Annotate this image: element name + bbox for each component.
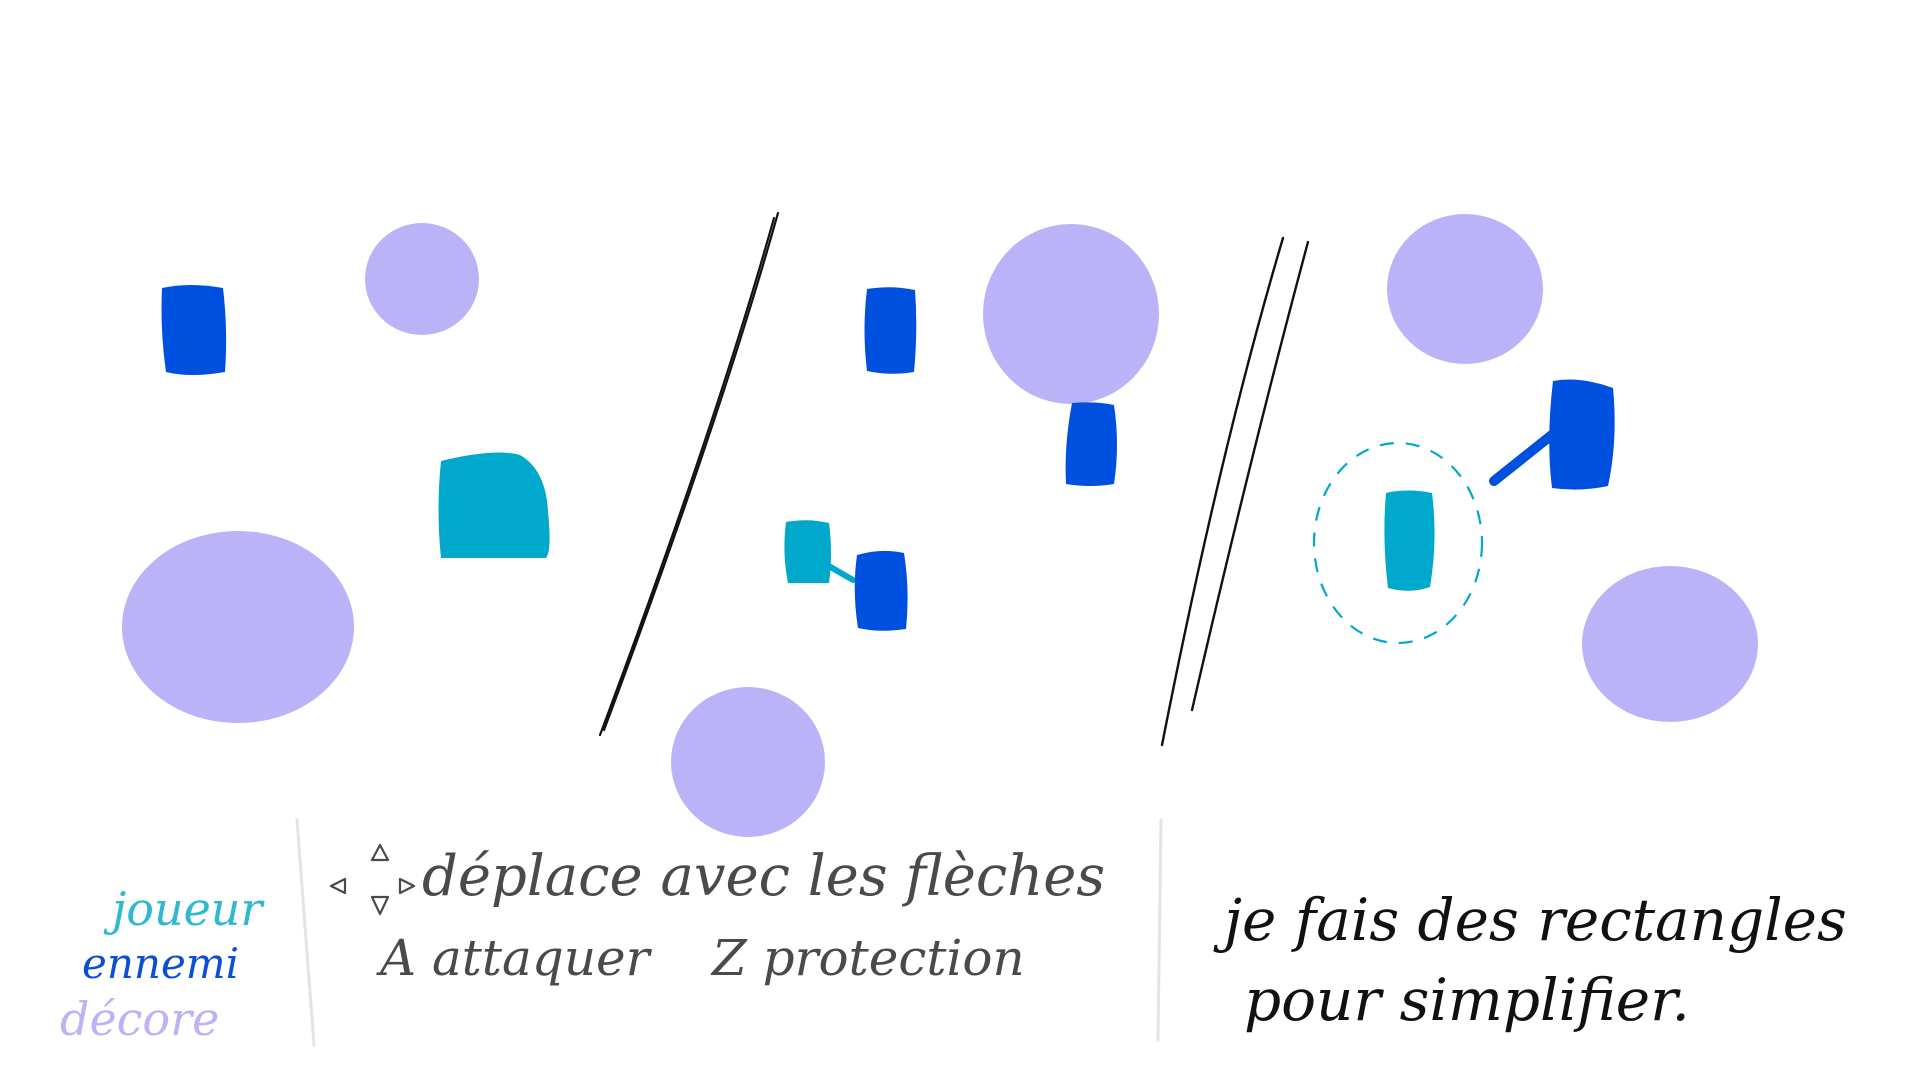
panel-2-scene xyxy=(671,224,1159,837)
legend: joueur ennemi décore xyxy=(60,882,265,1046)
legend-enemy-label: ennemi xyxy=(82,939,239,988)
panel-3-scene xyxy=(1312,214,1758,722)
protection-shield-circle xyxy=(1312,441,1484,645)
panel-divider xyxy=(1160,236,1310,747)
legend-decor-label: décore xyxy=(60,992,219,1046)
move-instruction: déplace avec les flèches xyxy=(422,844,1105,909)
note-line-2: pour simplifier. xyxy=(1244,966,1690,1034)
arrow-keys-icon xyxy=(329,843,416,916)
player-rectangle xyxy=(784,520,831,583)
bottom-dividers xyxy=(295,818,1163,1047)
enemy-rectangle xyxy=(864,287,917,374)
decor-circle xyxy=(983,224,1159,404)
decor-circle xyxy=(1582,566,1758,722)
decor-circle xyxy=(1387,214,1543,364)
designer-note: je fais des rectangles pour simplifier. xyxy=(1213,886,1847,1034)
panel-divider xyxy=(598,211,780,737)
protect-instruction: Z protection xyxy=(710,929,1025,987)
enemy-rectangle xyxy=(161,285,227,375)
decor-circle xyxy=(365,223,479,335)
decor-circle xyxy=(671,687,825,837)
legend-player-label: joueur xyxy=(103,882,265,936)
enemy-rectangle xyxy=(854,550,908,631)
player-rectangle xyxy=(438,452,550,558)
enemy-rectangle xyxy=(1549,379,1615,490)
panel-1-scene xyxy=(122,223,550,723)
player-rectangle xyxy=(1384,490,1435,591)
attack-instruction: A attaquer xyxy=(376,929,653,987)
controls-instructions: déplace avec les flèches A attaquer Z pr… xyxy=(329,843,1105,987)
decor-circle xyxy=(122,531,354,723)
note-line-1: je fais des rectangles xyxy=(1213,886,1847,954)
enemy-rectangle xyxy=(1065,402,1117,486)
enemy-attack-line xyxy=(1489,425,1563,486)
player-attack-line xyxy=(824,562,856,583)
